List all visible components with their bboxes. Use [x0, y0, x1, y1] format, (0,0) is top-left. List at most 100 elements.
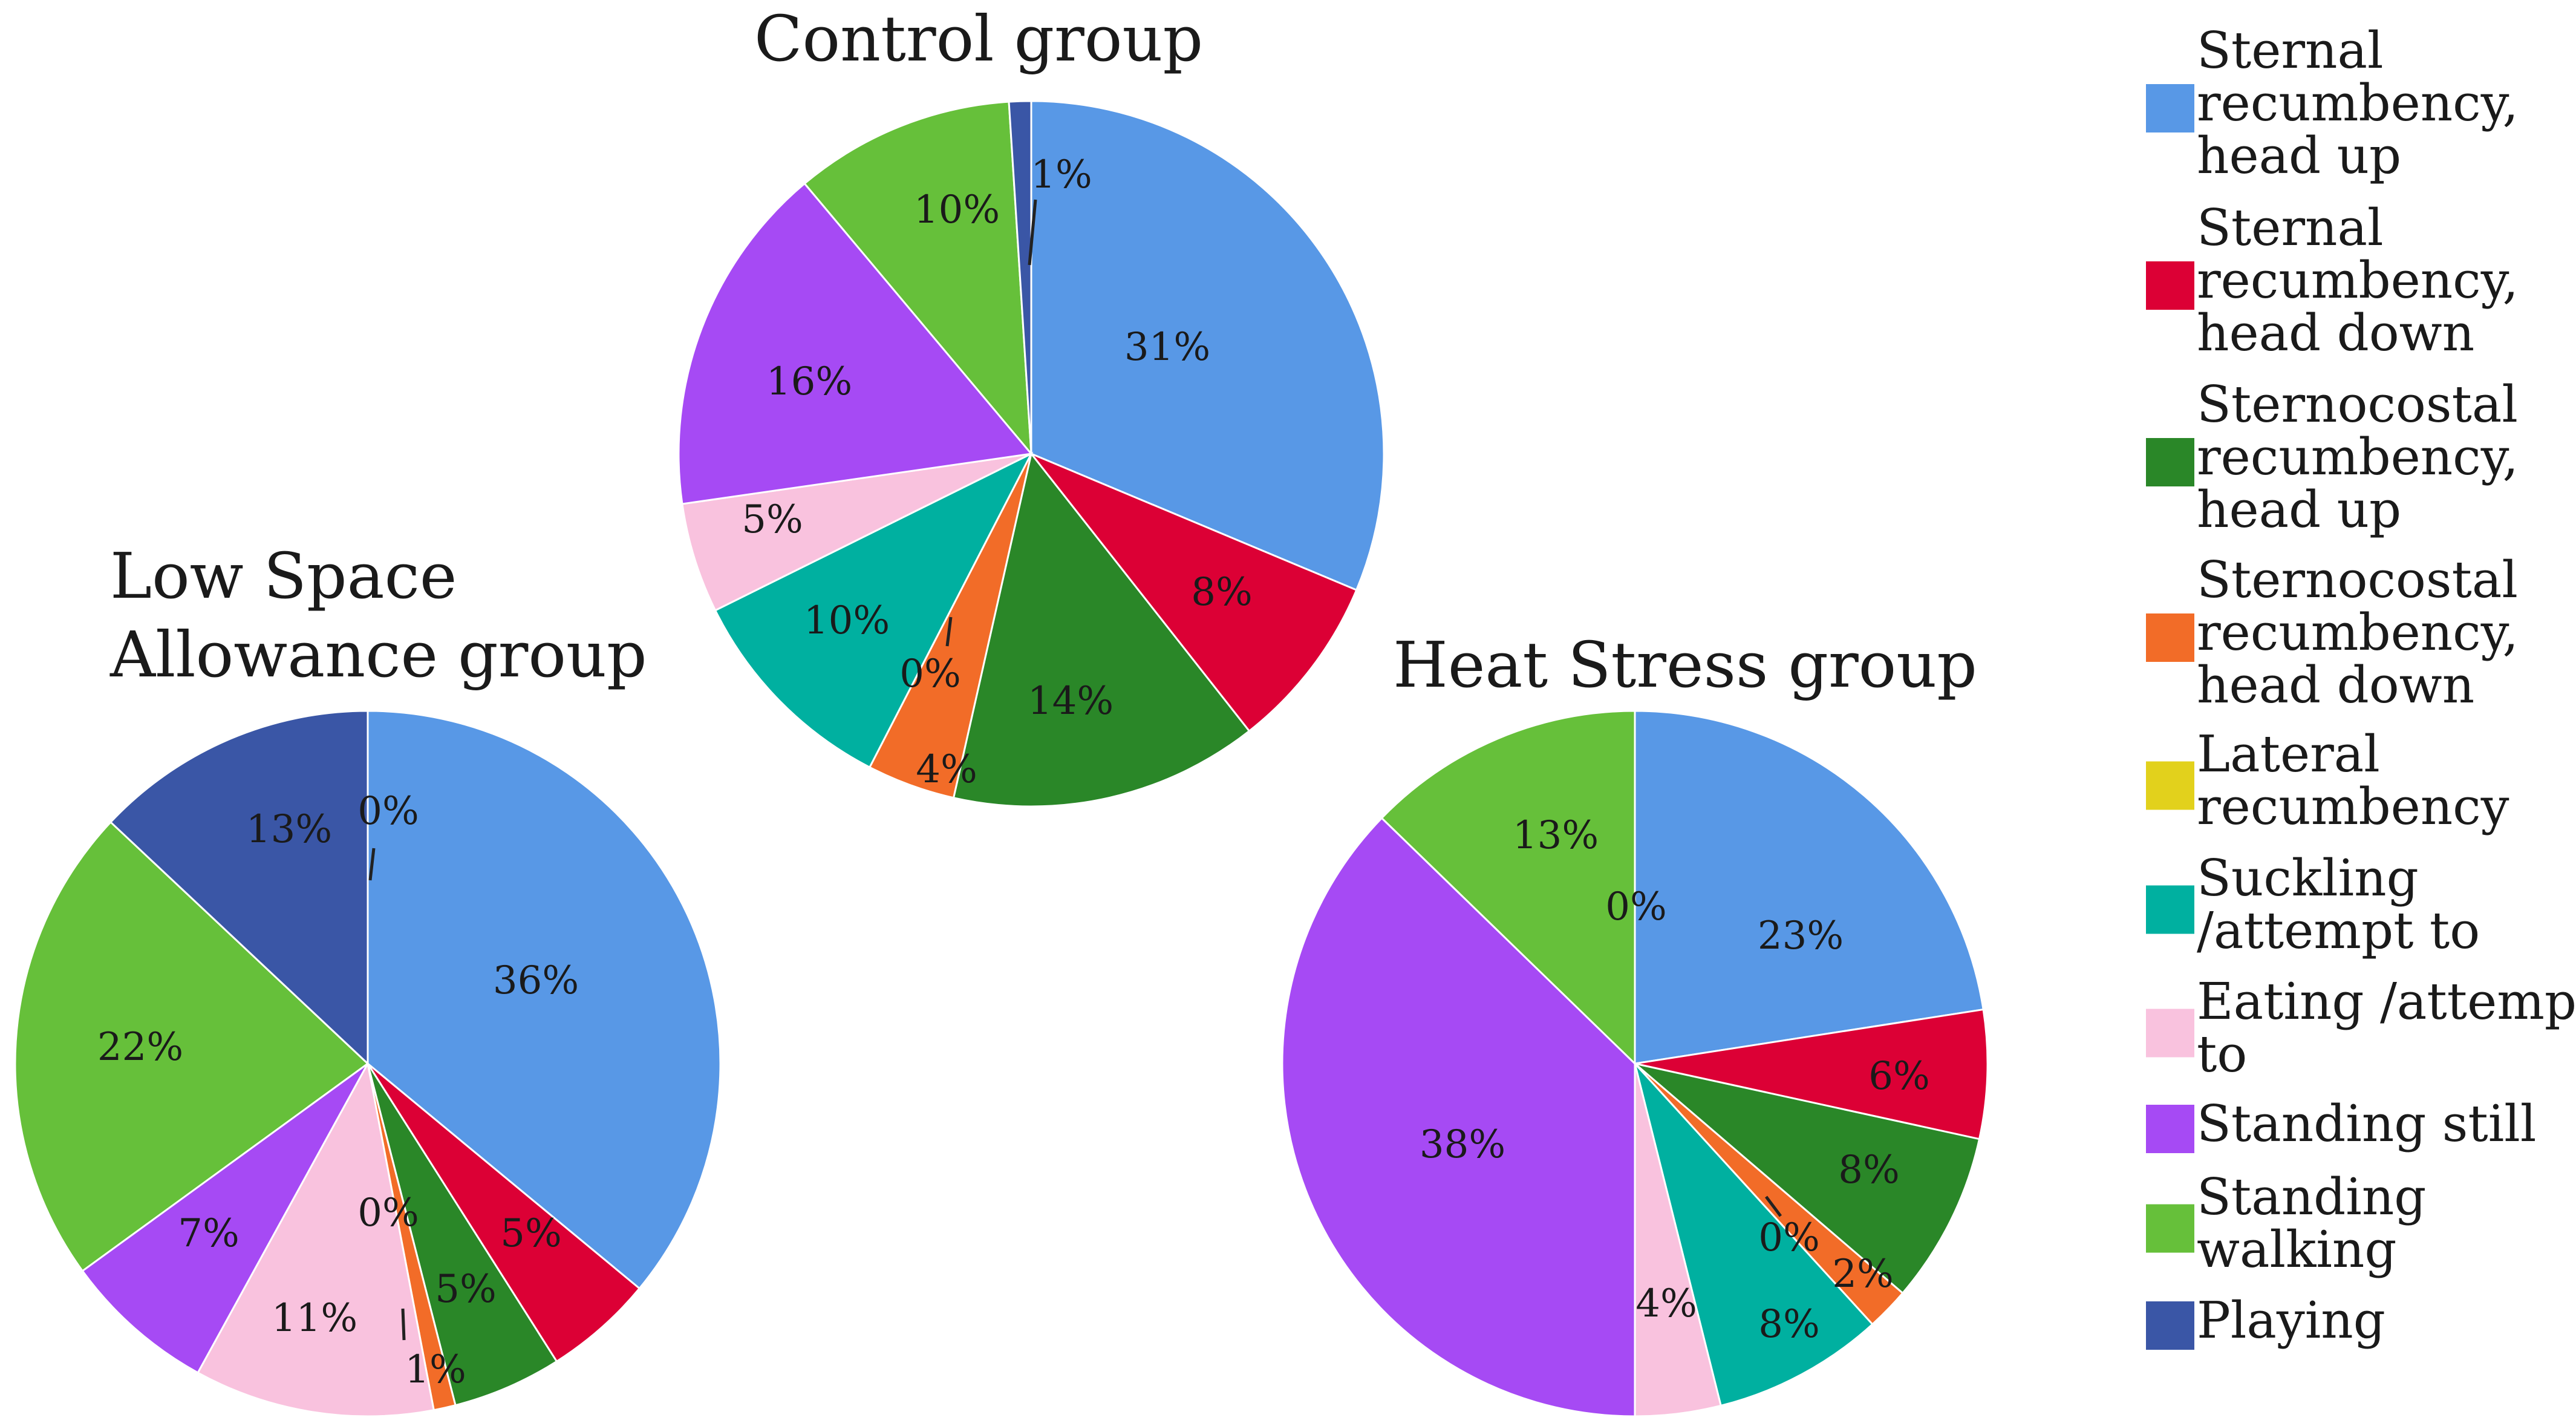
pie-slice	[803, 100, 1032, 457]
leader-line	[368, 848, 376, 881]
slice-label: 0%	[1605, 885, 1667, 929]
slice-label: 36%	[493, 958, 579, 1003]
pie-slice	[1634, 710, 1984, 1065]
slice-label: 8%	[1838, 1148, 1900, 1192]
leader-line	[945, 617, 953, 647]
legend-label: head up	[2197, 126, 2401, 185]
pie-slice	[367, 1063, 558, 1407]
slice-label: 0%	[357, 1191, 419, 1235]
legend-label: head down	[2197, 656, 2474, 715]
legend-swatch	[2146, 613, 2194, 662]
slice-label: 4%	[1635, 1281, 1697, 1326]
legend-swatch	[2146, 1105, 2194, 1153]
pie-slice	[367, 1062, 641, 1363]
legend-label: recumbency,	[2197, 74, 2519, 132]
legend-label: Playing	[2197, 1291, 2385, 1350]
chart-title-heat-stress-group: Heat Stress group	[1393, 628, 1977, 702]
legend-label: Lateral	[2197, 725, 2380, 783]
slice-label: 13%	[1513, 813, 1599, 858]
legend-label: /attempt to	[2197, 901, 2480, 960]
slice-label: 0%	[1758, 1215, 1820, 1260]
legend-swatch	[2146, 261, 2194, 310]
slice-label: 16%	[766, 359, 852, 404]
pie-slice	[677, 182, 1033, 505]
legend-item: Playing	[2146, 1291, 2385, 1350]
pie-slice	[1380, 710, 1636, 1066]
legend-label: recumbency,	[2197, 428, 2519, 486]
pie-slice	[81, 1062, 369, 1374]
legend-item: Suckling/attempt to	[2146, 849, 2480, 960]
slice-label: 5%	[500, 1211, 562, 1256]
pie-slice	[197, 1061, 435, 1418]
slice-label: 2%	[1832, 1252, 1894, 1297]
legend-label: head up	[2197, 480, 2401, 539]
slice-label: 23%	[1758, 914, 1844, 958]
slice-label: 1%	[1031, 152, 1092, 197]
pie-slice	[714, 451, 1034, 769]
pie-slice	[681, 453, 1032, 612]
slice-label: 14%	[1028, 679, 1114, 724]
chart-title-line: Low Space	[110, 539, 457, 613]
leader-line	[1765, 1195, 1782, 1217]
slice-label: 0%	[899, 652, 961, 696]
legend-swatch	[2146, 438, 2194, 486]
legend-label: to	[2197, 1025, 2247, 1084]
slice-label: 7%	[178, 1211, 240, 1256]
legend-swatch	[2146, 761, 2194, 810]
slice-label: 31%	[1124, 325, 1210, 370]
pie-slice	[952, 451, 1251, 808]
pie-slice	[1634, 1008, 1989, 1140]
leader-line	[401, 1308, 406, 1341]
legend-label: Sternal	[2197, 21, 2384, 80]
legend-label: recumbency,	[2197, 603, 2519, 662]
legend-label: Sternocostal	[2197, 375, 2518, 434]
legend-label: Suckling	[2197, 849, 2419, 908]
legend-label: walking	[2197, 1220, 2397, 1279]
slice-label: 8%	[1191, 570, 1253, 615]
legend-label: Standing	[2197, 1168, 2426, 1226]
pie-slice	[1634, 1062, 1981, 1295]
chart-title-control-group: Control group	[754, 2, 1203, 76]
slice-label: 38%	[1420, 1122, 1505, 1167]
pie-slice	[1028, 451, 1358, 733]
pie-chart-control-group: Control group 31% 8% 14% 4% 0% 10% 5% 16…	[677, 2, 1385, 808]
legend-swatch	[2146, 1301, 2194, 1350]
legend-label: recumbency,	[2197, 251, 2519, 310]
pie-slice	[367, 710, 722, 1290]
slice-label: 13%	[246, 807, 332, 852]
slice-label: 1%	[405, 1347, 466, 1392]
pie-slice	[1281, 817, 1636, 1418]
pie-chart-low-space-allowance-group: Low Space Allowance group 36% 5% 5% 1% 0…	[14, 539, 722, 1418]
leader-line	[1028, 199, 1037, 266]
legend-swatch	[2146, 84, 2194, 132]
legend-label: Sternocostal	[2197, 551, 2518, 609]
pie-slice	[14, 820, 370, 1272]
legend-swatch	[2146, 885, 2194, 934]
slice-label: 0%	[357, 789, 419, 834]
slice-label: 10%	[914, 188, 1000, 232]
slice-label: 8%	[1758, 1302, 1820, 1347]
legend-label: Sternal	[2197, 198, 2384, 257]
legend-label: Standing still	[2197, 1094, 2536, 1153]
slice-label: 11%	[272, 1296, 357, 1341]
legend-label: recumbency	[2197, 777, 2509, 836]
legend-item: Standing still	[2146, 1094, 2536, 1153]
chart-title-line: Allowance group	[109, 618, 647, 692]
legend-swatch	[2146, 1204, 2194, 1253]
pie-slice	[1634, 1062, 1874, 1407]
legend-label: Eating /attempt	[2197, 972, 2576, 1031]
legend-label: head down	[2197, 304, 2474, 362]
pie-chart-heat-stress-group: Heat Stress group 23% 6% 8% 2% 0% 8% 4% …	[1281, 628, 1989, 1418]
slice-label: 5%	[435, 1267, 497, 1312]
pie-slice	[1008, 100, 1032, 454]
slice-label: 6%	[1868, 1054, 1930, 1099]
